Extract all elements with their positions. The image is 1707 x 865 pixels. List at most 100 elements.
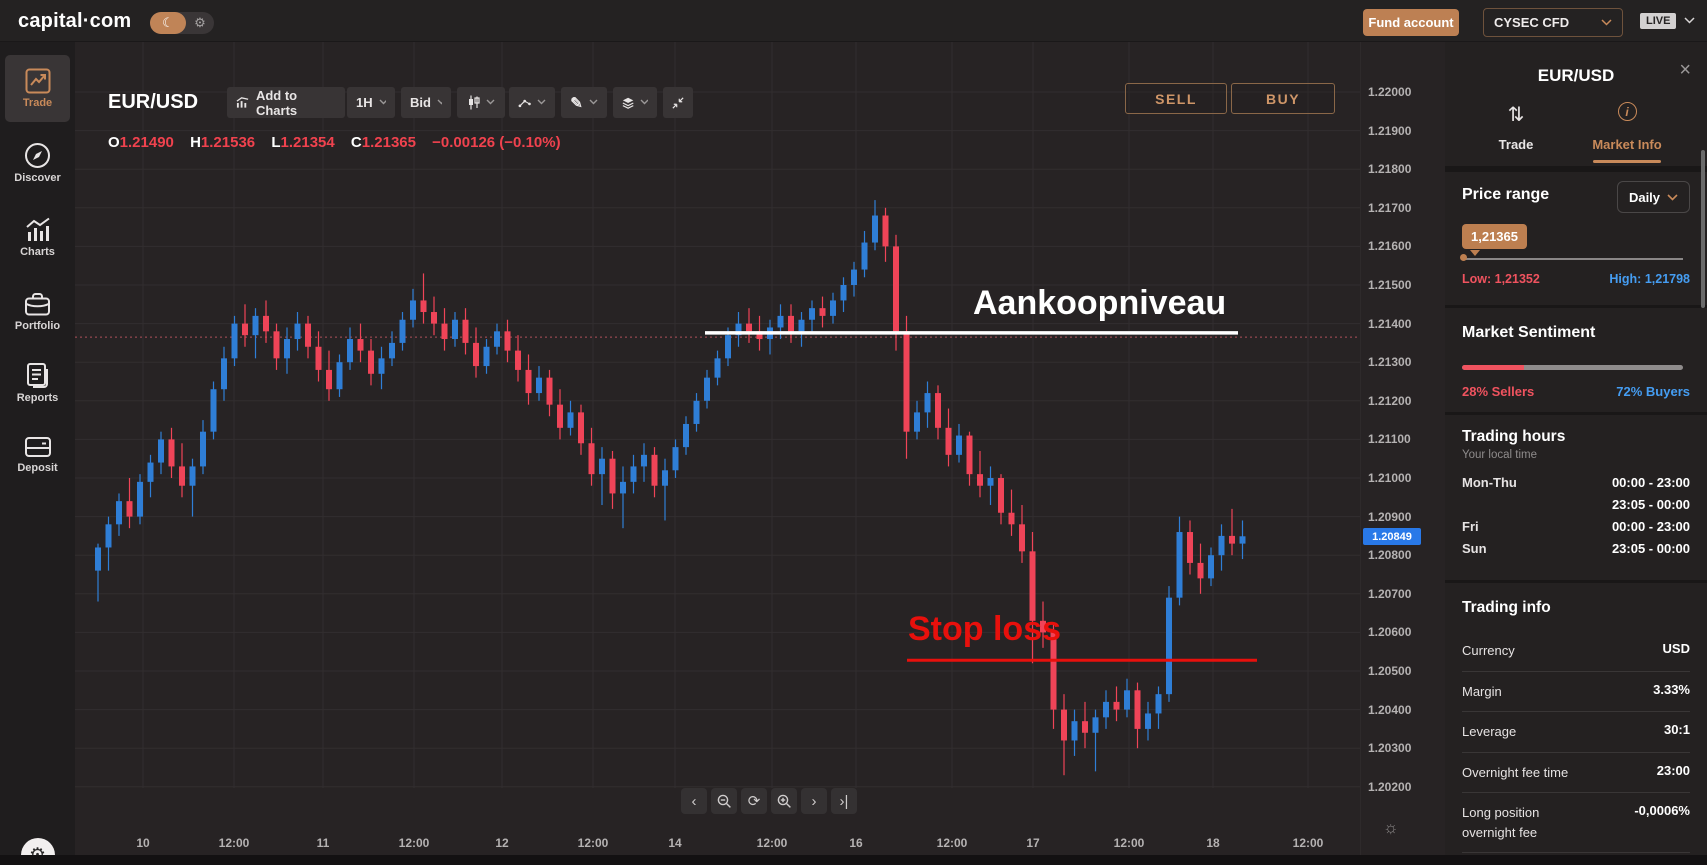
active-tab-underline <box>1593 160 1661 163</box>
trading-info-row: Margin 3.33% <box>1462 672 1690 712</box>
price-axis-label: 1.22000 <box>1368 85 1412 99</box>
panel-symbol-title: EUR/USD <box>1537 66 1615 85</box>
price-axis-label: 1.20500 <box>1368 664 1412 678</box>
pencil-icon: ✎ <box>570 94 583 112</box>
hours-time: 23:05 - 00:00 <box>1611 540 1690 556</box>
low-value: 1.21354 <box>280 134 335 151</box>
price-range-card: Price range Daily 1,21365 Low: 1,21352 H… <box>1445 172 1707 305</box>
zoom-in-button[interactable] <box>771 788 797 814</box>
trade-arrows-icon: ⇅ <box>1507 104 1525 126</box>
sidebar-item-portfolio[interactable]: Portfolio <box>0 292 75 332</box>
dark-mode-moon-icon[interactable]: ☾ <box>150 12 186 34</box>
panel-header-card: EUR/USD × ⇅ Trade i Market Info <box>1445 42 1707 166</box>
chart-header: EUR/USD Add to Charts 1H Bid ✎ <box>75 42 1365 162</box>
price-range-marker[interactable] <box>1460 254 1467 261</box>
info-value: -0,0006% <box>1634 803 1690 818</box>
candlestick-chart[interactable] <box>75 42 1360 865</box>
price-axis-label: 1.21000 <box>1368 471 1412 485</box>
chevron-down-icon <box>640 99 648 104</box>
trading-info-row: Currency USD <box>1462 631 1690 672</box>
layers-dropdown[interactable] <box>613 87 657 118</box>
sell-button[interactable]: SELL <box>1125 83 1227 114</box>
trading-hours-row: Sun 23:05 - 00:00 <box>1462 537 1690 559</box>
buyers-percentage: 72% Buyers <box>1616 384 1690 399</box>
interval-dropdown[interactable]: 1H <box>347 87 395 118</box>
sidebar-item-trade[interactable]: Trade <box>5 55 70 122</box>
sidebar-item-label: Discover <box>14 172 61 184</box>
go-to-realtime-button[interactable]: ›| <box>831 788 857 814</box>
change-value: −0.00126 (−0.10%) <box>432 134 561 151</box>
brightness-sun-icon[interactable]: ☼ <box>1383 818 1399 837</box>
account-type-dropdown[interactable]: CYSEC CFD <box>1483 8 1623 37</box>
high-label: H <box>190 134 201 151</box>
sidebar-item-deposit[interactable]: Deposit <box>0 435 75 474</box>
sidebar-item-discover[interactable]: Discover <box>0 142 75 184</box>
price-axis-label: 1.20400 <box>1368 702 1412 717</box>
price-axis-label: 1.21200 <box>1368 393 1412 408</box>
info-value: 30:1 <box>1663 722 1690 737</box>
info-label: Margin <box>1462 683 1502 699</box>
market-info-panel: EUR/USD × ⇅ Trade i Market Info Price ra… <box>1445 42 1707 865</box>
trade-chart-icon <box>25 68 50 94</box>
compass-icon <box>25 143 50 168</box>
range-period-dropdown[interactable]: Daily <box>1617 181 1690 213</box>
drawing-tools-dropdown[interactable]: ✎ <box>561 87 607 118</box>
reset-zoom-button[interactable]: ⟳ <box>741 788 767 814</box>
left-sidebar: Trade Discover Charts Portfolio Reports … <box>0 42 75 865</box>
add-to-charts-button[interactable]: Add to Charts <box>227 87 345 118</box>
pan-right-button[interactable]: › <box>801 788 827 814</box>
close-icon[interactable]: × <box>1679 59 1691 81</box>
chevron-down-icon <box>537 99 546 104</box>
info-icon: i <box>1617 102 1637 121</box>
trading-info-title: Trading info <box>1462 599 1551 616</box>
theme-gear-icon[interactable]: ⚙ <box>194 15 206 30</box>
layers-icon <box>622 97 634 109</box>
sidebar-item-label: Reports <box>16 392 59 404</box>
candlestick-icon <box>468 95 480 110</box>
pan-left-button[interactable]: ‹ <box>681 788 707 814</box>
hours-time: 23:05 - 00:00 <box>1611 496 1690 512</box>
fund-account-button[interactable]: Fund account <box>1363 9 1459 36</box>
price-type-dropdown[interactable]: Bid <box>401 87 451 118</box>
open-value: 1.21490 <box>119 134 174 151</box>
hours-day: Mon-Thu <box>1462 474 1517 490</box>
info-label: Currency <box>1462 643 1515 658</box>
price-axis-label: 1.21300 <box>1368 355 1412 370</box>
window-bottom-edge <box>0 855 1707 865</box>
info-value: 3.33% <box>1653 681 1690 697</box>
price-axis[interactable]: 1.20849 ☼ 1.22000 1.21900 1.21800 1.21700 1.… <box>1360 42 1445 865</box>
trading-hours-row: Fri 00:00 - 23:00 <box>1462 515 1690 537</box>
price-axis-label: 1.20900 <box>1368 509 1412 524</box>
reports-document-icon <box>26 363 48 388</box>
bubble-pointer <box>1470 250 1480 256</box>
panel-scrollbar[interactable] <box>1701 150 1705 308</box>
tab-market-info[interactable]: i Market Info <box>1572 102 1682 152</box>
sidebar-item-charts[interactable]: Charts <box>0 217 75 258</box>
sidebar-item-reports[interactable]: Reports <box>0 362 75 404</box>
zoom-out-button[interactable] <box>711 788 737 814</box>
price-range-track[interactable] <box>1463 258 1683 260</box>
trading-hours-card: Trading hours Your local time Mon-Thu 00:… <box>1445 415 1707 580</box>
hours-day: Sun <box>1462 540 1487 556</box>
ohlc-readout: O1.21490 H1.21536 L1.21354 C1.21365 −0.0… <box>108 134 573 151</box>
candle-style-dropdown[interactable] <box>457 87 505 118</box>
price-axis-label: 1.20200 <box>1368 779 1412 794</box>
trading-info-row: Leverage 30:1 <box>1462 712 1690 753</box>
account-menu-chevron-icon[interactable] <box>1684 13 1695 27</box>
range-period-label: Daily <box>1628 189 1661 205</box>
collapse-chart-button[interactable] <box>663 87 693 118</box>
price-axis-label: 1.21800 <box>1368 162 1412 177</box>
theme-toggle[interactable]: ☾ ⚙ <box>150 12 214 34</box>
sidebar-item-label: Deposit <box>17 462 58 474</box>
hours-day: Fri <box>1462 518 1479 534</box>
sidebar-item-label: Trade <box>22 97 53 109</box>
info-label: Leverage <box>1462 724 1517 739</box>
info-label: Long position overnight fee <box>1462 805 1540 840</box>
price-axis-label: 1.21500 <box>1368 278 1412 292</box>
price-axis-label: 1.20600 <box>1368 625 1412 640</box>
chart-navigation: ‹ ⟳ › ›| <box>681 788 857 814</box>
buy-button[interactable]: BUY <box>1231 83 1335 114</box>
tab-trade[interactable]: ⇅ Trade <box>1461 102 1571 152</box>
chart-type-dropdown[interactable] <box>509 87 555 118</box>
